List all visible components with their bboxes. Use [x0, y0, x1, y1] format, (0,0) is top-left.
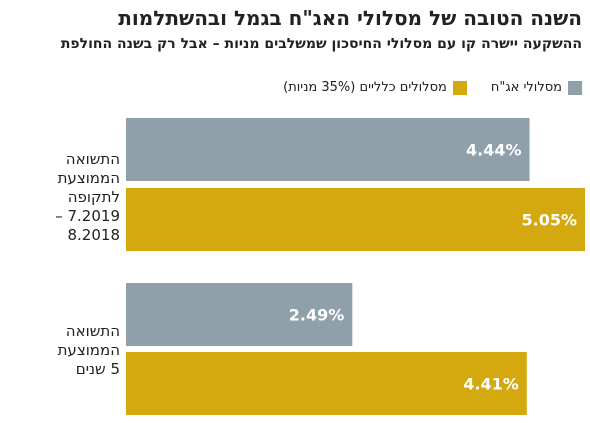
category-label-line: התשואה: [65, 322, 120, 340]
category-label-line: לתקופה: [67, 188, 120, 206]
legend-label-general: מסלולים כלליים (35% מניות): [283, 80, 447, 95]
data-label-general-0: 5.05%: [521, 211, 577, 230]
legend: מסלולי אג"ח מסלולים כלליים (35% מניות): [259, 80, 582, 95]
category-label-line: הממוצעת: [57, 341, 120, 359]
chart-subtitle: ההשקעה יישרה קו עם מסלולי החיסכון שמשלבי…: [60, 36, 582, 52]
category-label-line: 5 שנים: [75, 360, 120, 378]
bar-bond-0: [126, 118, 530, 181]
category-label-0: התשואה הממוצעת לתקופה 7.2019 – 8.2018: [2, 150, 120, 245]
legend-swatch-bond: [568, 80, 582, 95]
chart-title: השנה הטובה של מסלולי האג"ח בגמל ובהשתלמו…: [118, 6, 582, 30]
category-label-line: הממוצעת: [57, 169, 120, 187]
data-label-bond-1: 2.49%: [289, 306, 345, 325]
legend-swatch-general: [452, 80, 467, 95]
legend-label-bond: מסלולי אג"ח: [490, 80, 562, 95]
data-label-bond-0: 4.44%: [466, 141, 522, 160]
bar-bond-1: [126, 283, 353, 346]
category-label-1: התשואה הממוצעת 5 שנים: [2, 322, 120, 379]
category-label-line: התשואה: [65, 150, 120, 168]
bar-general-1: [126, 352, 527, 415]
category-label-line: 7.2019 – 8.2018: [55, 207, 120, 244]
data-label-general-1: 4.41%: [463, 375, 519, 394]
legend-item-bond: מסלולי אג"ח: [491, 80, 582, 95]
bar-general-0: [126, 188, 585, 251]
legend-item-general: מסלולים כלליים (35% מניות): [283, 80, 467, 95]
